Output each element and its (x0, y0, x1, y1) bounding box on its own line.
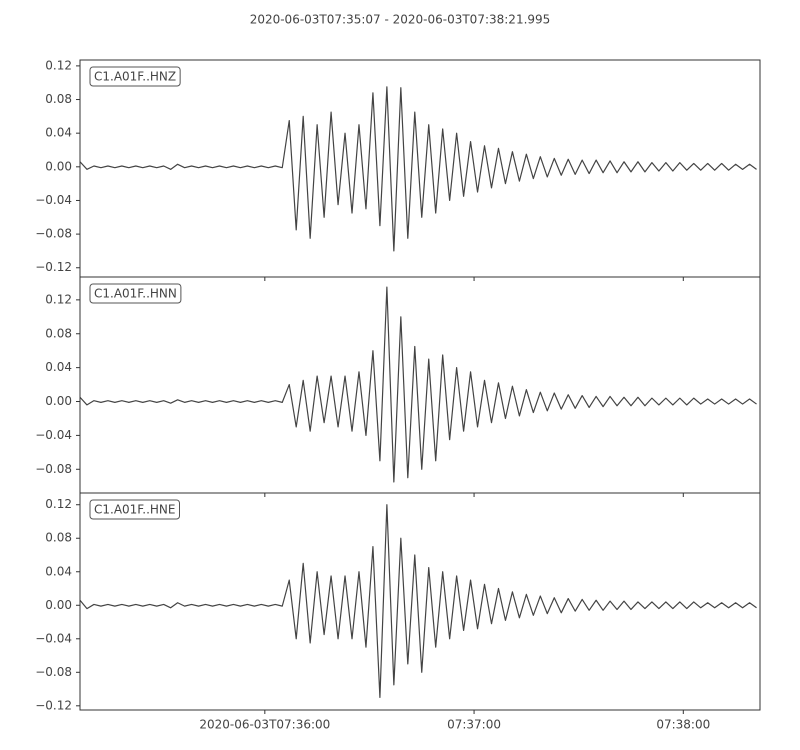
legend-box (89, 66, 181, 87)
y-tick-label: −0.04 (35, 193, 72, 207)
y-tick-label: 0.00 (45, 394, 72, 408)
y-tick-label: 0.08 (45, 92, 72, 106)
y-tick-label: −0.12 (35, 260, 72, 274)
waveform (79, 86, 757, 252)
y-tick-label: 0.00 (45, 159, 72, 173)
y-tick-label: 0.08 (45, 326, 72, 340)
y-tick-label: 0.08 (45, 531, 72, 545)
x-tick-label: 2020-06-03T07:36:00 (199, 718, 330, 732)
chart-title: 2020-06-03T07:35:07 - 2020-06-03T07:38:2… (250, 13, 551, 27)
y-tick-label: −0.08 (35, 227, 72, 241)
legend-box (89, 283, 182, 304)
legend-label: C1.A01F..HNZ (94, 70, 176, 84)
panel-frame (79, 276, 761, 494)
y-tick-label: −0.08 (35, 462, 72, 476)
x-tick-label: 07:37:00 (447, 718, 501, 732)
waveform (79, 504, 757, 699)
y-tick-label: −0.08 (35, 665, 72, 679)
waveform (79, 286, 757, 483)
y-tick-label: −0.04 (35, 428, 72, 442)
y-tick-label: 0.12 (45, 497, 72, 511)
y-tick-label: 0.04 (45, 564, 72, 578)
panel-frame (79, 492, 761, 711)
y-tick-label: −0.04 (35, 631, 72, 645)
legend-label: C1.A01F..HNE (94, 503, 176, 517)
y-tick-label: 0.12 (45, 58, 72, 72)
y-tick-label: 0.04 (45, 360, 72, 374)
panel-frame (79, 59, 761, 278)
y-tick-label: −0.12 (35, 698, 72, 712)
legend-box (89, 499, 180, 520)
x-tick-label: 07:38:00 (656, 718, 710, 732)
y-tick-label: 0.04 (45, 126, 72, 140)
y-tick-label: 0.12 (45, 292, 72, 306)
y-tick-label: 0.00 (45, 598, 72, 612)
legend-label: C1.A01F..HNN (94, 287, 177, 301)
